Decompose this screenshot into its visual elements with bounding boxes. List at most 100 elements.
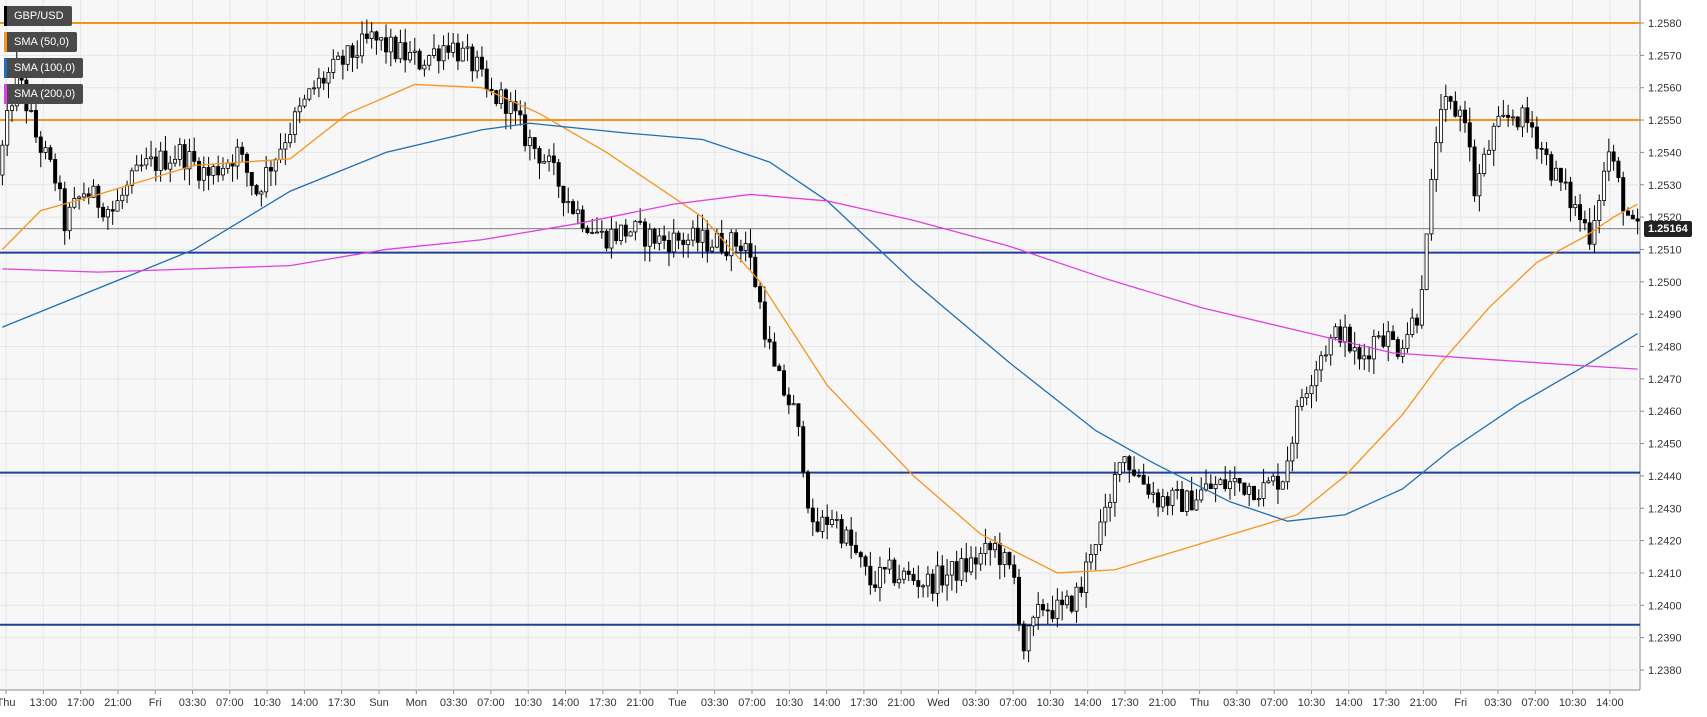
candle-body (834, 519, 839, 521)
candle-body (134, 164, 139, 172)
candle-body (1084, 561, 1089, 593)
x-tick-label: 03:30 (440, 697, 468, 709)
candle-body (801, 426, 806, 473)
candle-body (1491, 125, 1496, 151)
candle-body (244, 153, 249, 173)
candle-body (623, 224, 628, 237)
x-tick-label: 10:30 (253, 697, 281, 709)
candle-body (791, 403, 796, 406)
y-tick-label: 1.2480 (1648, 342, 1682, 354)
candle-body (647, 228, 652, 247)
x-tick-label: 17:30 (850, 697, 878, 709)
candle-body (288, 134, 293, 144)
candle-body (921, 585, 926, 588)
candle-body (1462, 109, 1467, 124)
candle-body (993, 543, 998, 551)
candle-body (1050, 610, 1055, 619)
candle-body (1611, 151, 1616, 162)
candle-body (1002, 552, 1007, 565)
candle-body (566, 201, 571, 204)
candle-body (1347, 326, 1352, 352)
legend-item-gbpusd[interactable]: GBP/USD (4, 6, 72, 26)
candle-body (1304, 393, 1309, 399)
candle-body (1333, 326, 1338, 339)
candle-body (547, 155, 552, 162)
candle-body (1199, 489, 1204, 501)
candle-body (753, 256, 758, 287)
candle-body (1367, 355, 1372, 360)
candle-body (1549, 154, 1554, 181)
candle-body (1395, 339, 1400, 357)
candle-body (1026, 625, 1031, 652)
candle-body (1132, 469, 1137, 476)
x-tick-label: 07:00 (999, 697, 1027, 709)
y-tick-label: 1.2570 (1648, 50, 1682, 62)
candle-body (916, 580, 921, 587)
candle-body (748, 243, 753, 258)
x-tick-label: 17:00 (67, 697, 95, 709)
candle-body (398, 42, 403, 60)
candle-body (163, 150, 168, 170)
x-tick-label: 07:00 (738, 697, 766, 709)
candle-body (1012, 564, 1017, 578)
legend-item-sma-50[interactable]: SMA (50,0) (4, 32, 78, 52)
x-tick-label: 14:00 (552, 697, 580, 709)
x-tick-label: Sun (369, 697, 389, 709)
candle-body (1602, 170, 1607, 201)
candle-body (887, 559, 892, 570)
candle-body (43, 147, 48, 153)
candle-body (182, 144, 187, 170)
candle-body (767, 338, 772, 343)
candle-body (254, 185, 259, 195)
candle-body (29, 110, 34, 112)
candle-body (379, 37, 384, 41)
legend-item-sma-200[interactable]: SMA (200,0) (4, 84, 84, 104)
candle-body (844, 529, 849, 544)
candle-body (475, 56, 480, 72)
candle-body (1314, 369, 1319, 387)
x-tick-label: 21:00 (1410, 697, 1438, 709)
y-tick-label: 1.2420 (1648, 536, 1682, 548)
x-tick-label: 14:00 (1074, 697, 1102, 709)
candle-body (806, 471, 811, 509)
candle-body (144, 158, 149, 166)
y-tick-label: 1.2470 (1648, 374, 1682, 386)
candle-body (758, 286, 763, 303)
x-tick-label: 21:00 (1149, 697, 1177, 709)
candle-body (1530, 122, 1535, 128)
candle-body (575, 209, 580, 214)
candle-body (897, 578, 902, 584)
x-tick-label: 17:30 (1372, 697, 1400, 709)
x-tick-label: 14:00 (291, 697, 319, 709)
candle-body (571, 201, 576, 214)
candle-body (1295, 405, 1300, 444)
candle-body (1285, 460, 1290, 483)
candle-body (201, 167, 206, 181)
candle-body (1506, 114, 1511, 118)
y-tick-label: 1.2510 (1648, 244, 1682, 256)
candle-body (666, 240, 671, 253)
y-tick-label: 1.2560 (1648, 83, 1682, 95)
candle-body (268, 167, 273, 172)
candle-body (690, 227, 695, 241)
candle-body (1510, 116, 1515, 119)
candle-body (307, 88, 312, 100)
candle-body (1280, 481, 1285, 490)
y-tick-label: 1.2490 (1648, 309, 1682, 321)
candle-body (316, 77, 321, 89)
candle-body (906, 570, 911, 575)
y-tick-label: 1.2400 (1648, 600, 1682, 612)
candle-body (892, 559, 897, 584)
candle-body (1626, 210, 1631, 216)
candle-body (652, 228, 657, 244)
candle-body (393, 36, 398, 60)
candle-body (67, 206, 72, 232)
candle-body (1582, 219, 1587, 224)
candle-body (1539, 147, 1544, 150)
candle-body (1405, 334, 1410, 349)
legend-item-sma-100[interactable]: SMA (100,0) (4, 58, 84, 78)
candle-body (1362, 355, 1367, 360)
candle-body (422, 64, 427, 70)
candle-body (1160, 496, 1165, 508)
